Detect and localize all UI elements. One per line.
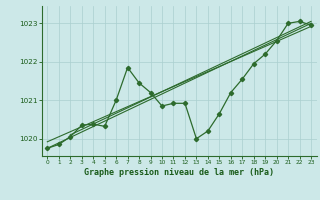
X-axis label: Graphe pression niveau de la mer (hPa): Graphe pression niveau de la mer (hPa) (84, 168, 274, 177)
